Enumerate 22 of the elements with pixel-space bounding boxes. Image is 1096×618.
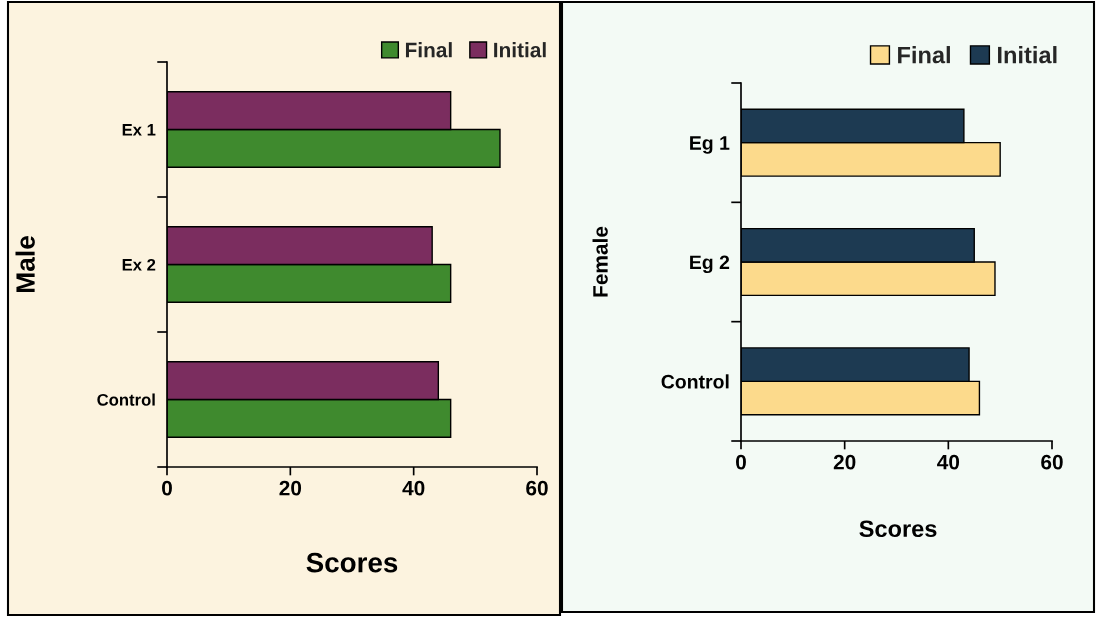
- y-tick-label: Ex 2: [122, 258, 156, 271]
- legend-label: Initial: [494, 42, 546, 58]
- y-tick-label: Control: [661, 374, 729, 389]
- y-axis-title: Male: [15, 236, 35, 293]
- legend-label: Final: [405, 42, 452, 58]
- y-tick-label: Ex 1: [122, 124, 156, 136]
- x-axis-title: Scores: [859, 520, 937, 538]
- y-axis-title: Female: [592, 226, 608, 297]
- legend-label: Initial: [998, 46, 1057, 64]
- legend-label: Final: [898, 46, 950, 64]
- x-axis-title: Scores: [306, 552, 398, 573]
- y-tick-label: Control: [97, 393, 155, 406]
- y-tick-label: Eg 1: [690, 136, 730, 154]
- x-tick-label: 60: [526, 480, 548, 496]
- x-tick-label: 40: [402, 480, 425, 496]
- y-tick-label: Eg 2: [690, 255, 730, 274]
- x-tick-label: 60: [1041, 454, 1063, 470]
- x-tick-label: 0: [162, 480, 172, 496]
- x-tick-label: 20: [279, 480, 302, 496]
- x-tick-label: 20: [833, 454, 856, 470]
- x-tick-label: 0: [736, 454, 746, 470]
- x-tick-label: 40: [937, 454, 960, 470]
